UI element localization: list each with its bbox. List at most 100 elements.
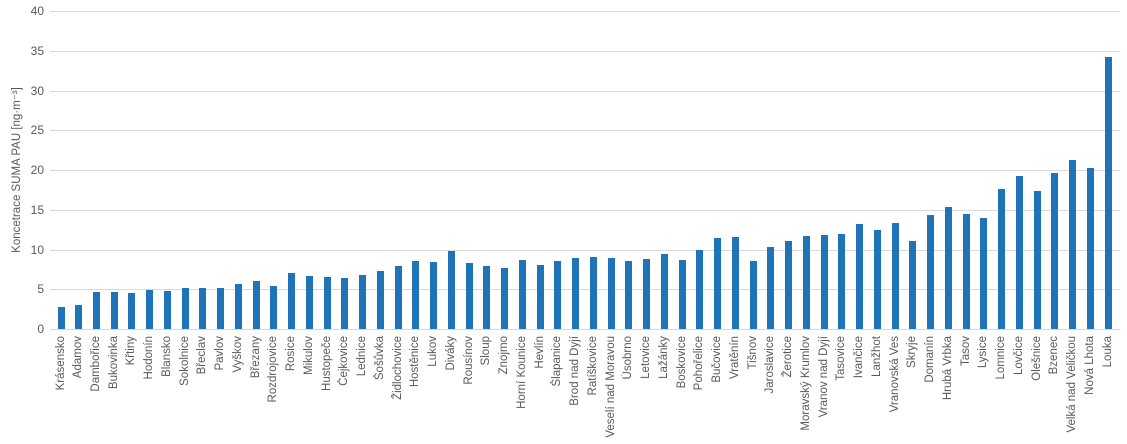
y-axis-tick-label: 15 [30,202,44,217]
bar [625,261,633,329]
x-axis-label: Vranovská Ves [888,336,901,413]
x-axis-label: Bučovice [711,336,724,383]
x-axis-label: Ratíškovice [586,336,599,396]
x-axis-label: Žerotice [782,336,795,378]
x-axis-label: Židlochovice [391,336,404,400]
x-axis-label: Tasovice [835,336,848,381]
bar [270,286,278,329]
y-axis-tick-label: 10 [30,242,44,257]
bar [998,189,1006,329]
bar [785,240,793,329]
x-axis-label: Vranov nad Dyjí [817,336,830,418]
x-axis-label: Jaroslavice [764,336,777,394]
bar [856,224,864,329]
bar [92,292,100,329]
bar [199,287,207,329]
x-axis-label: Vyškov [231,336,244,373]
gridline [50,11,1120,12]
x-axis-label: Krásensko [54,336,67,391]
x-axis-label: Březany [249,336,262,379]
gridline [50,289,1120,290]
x-axis-label: Moravský Krumlov [799,336,812,431]
bar [376,270,384,329]
bar [891,223,899,329]
x-axis-label: Lanžhot [870,336,883,377]
x-axis-label: Diváky [444,336,457,371]
x-axis-label: Úsobrno [622,336,635,380]
bar [323,276,331,329]
x-axis-label: Mikulov [302,336,315,375]
x-axis-label: Lovčice [1012,336,1025,375]
bar [430,262,438,329]
bar [944,207,952,329]
gridline [50,250,1120,251]
x-axis-label: Rosice [285,336,298,372]
bar [305,275,313,329]
x-axis-label: Veselí nad Moravou [604,336,617,438]
x-axis-label: Lukov [427,336,440,367]
y-axis-tick-label: 5 [37,282,44,297]
bar [1051,173,1059,329]
bar [927,214,935,329]
x-axis-label: Louka [1101,336,1114,368]
gridline [50,130,1120,131]
x-axis-label: Boskovice [675,336,688,389]
bar [394,266,402,329]
bar [146,290,154,329]
bar [518,259,526,329]
x-axis-label: Pavlov [214,336,227,371]
bar [359,274,367,329]
x-axis-label: Sokolnice [178,336,191,386]
x-axis-label: Čejkovice [338,336,351,386]
x-axis-label: Bukovinka [107,336,120,390]
x-axis-label: Bzenec [1048,336,1061,375]
x-axis-label: Znojmo [498,336,511,375]
x-axis-label: Nová Lhota [1083,336,1096,395]
x-axis-label: Brod nad Dyjí [569,336,582,406]
x-axis-label: Velká nad Veličkou [1066,336,1078,433]
bar [873,230,881,329]
y-axis-tick-label: 20 [30,163,44,177]
bar [607,258,615,329]
bar [57,306,65,329]
x-axis-label: Ivančice [853,336,866,379]
y-axis-tick-label: 35 [30,43,44,58]
bar [643,259,651,329]
bar [696,250,704,329]
bar [678,259,686,329]
x-axis-label: Šošůvka [373,336,386,381]
bar [447,251,455,329]
y-axis-tick-label: 30 [30,83,44,98]
y-axis-tick-label: 40 [30,4,44,18]
bar [589,257,597,329]
bar [820,235,828,329]
bar [1104,57,1112,329]
bar [128,293,136,329]
bar [838,234,846,329]
x-axis-label: Domanín [924,336,937,383]
bar [483,266,491,329]
x-axis-label: Sloup [480,336,493,366]
x-axis-label: Letovice [640,336,653,379]
bar [412,260,420,329]
bar [909,240,917,329]
x-axis-label: Lysice [977,336,990,369]
bar [465,263,473,329]
bar [749,260,757,329]
x-axis-label: Hodonín [143,336,156,380]
gridline [50,329,1120,330]
x-axis-label: Lažánky [657,336,670,379]
x-axis-label: Rousínov [462,336,475,385]
bar [536,265,544,329]
bar [181,287,189,329]
x-axis-label: Lednice [356,336,369,377]
x-axis-label: Blansko [160,336,173,377]
bar [572,258,580,329]
gridline [50,170,1120,171]
bar [341,278,349,329]
bar [288,273,296,329]
bar [501,267,509,329]
x-axis-label: Tišnov [746,336,759,370]
bar [731,236,739,329]
